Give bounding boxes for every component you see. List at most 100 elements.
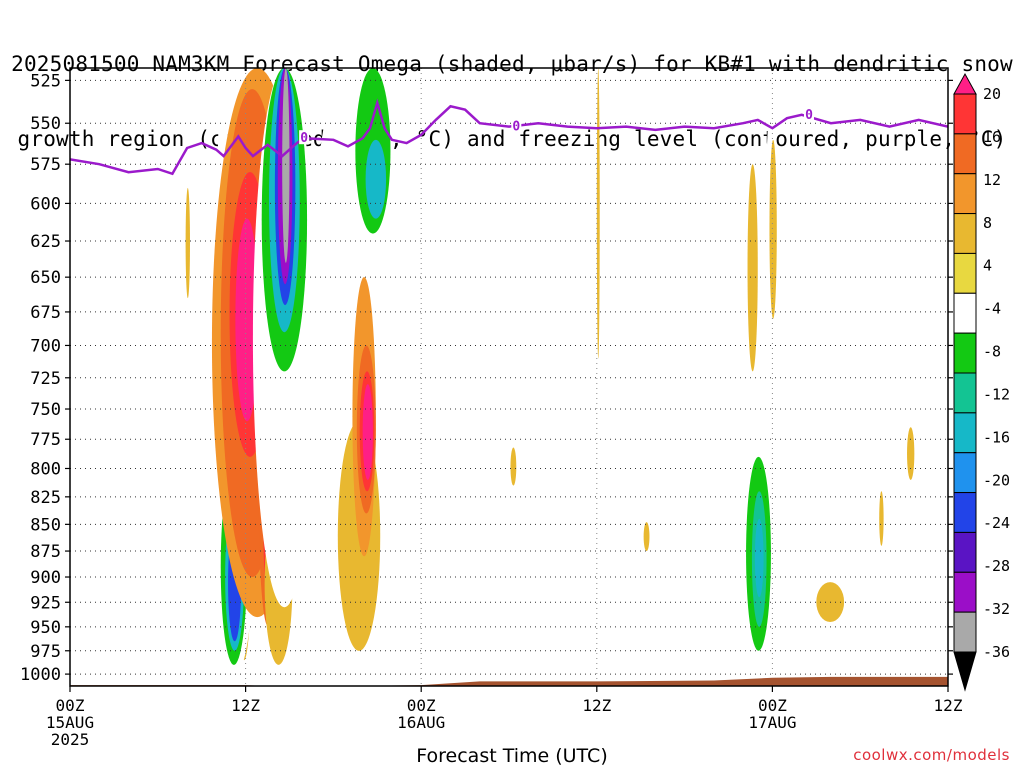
credit-link[interactable]: coolwx.com/models	[853, 746, 1010, 764]
omega-region-38	[580, 507, 593, 632]
colorbar-label: -36	[983, 643, 1010, 661]
colorbar-box	[953, 292, 977, 334]
y-tick-label: 750	[30, 400, 61, 420]
chart-title: 2025081500 NAM3KM Forecast Omega (shaded…	[0, 2, 1024, 177]
x-tick-sublabel: 17AUG	[748, 713, 796, 732]
omega-region-25	[365, 139, 387, 219]
colorbar-box	[953, 571, 977, 613]
colorbar-box	[953, 531, 977, 573]
colorbar-label: 16	[983, 128, 1001, 146]
colorbar-label: -8	[983, 343, 1001, 361]
omega-region-31	[403, 329, 416, 403]
terrain-ground	[70, 676, 948, 686]
y-tick-label: 675	[30, 303, 61, 323]
freezing-level-line	[70, 98, 948, 176]
freezing-label-bg	[299, 130, 310, 145]
colorbar-label: -12	[983, 386, 1010, 404]
x-tick-label: 12Z	[934, 696, 963, 715]
omega-region-39	[643, 522, 650, 552]
omega-region-32	[428, 284, 439, 434]
y-tick-label: 700	[30, 336, 61, 356]
freezing-label-bg	[803, 106, 814, 121]
colorbar-label: -4	[983, 300, 1001, 318]
colorbar-label: -24	[983, 514, 1010, 532]
colorbar-box	[953, 173, 977, 215]
omega-region-45	[747, 164, 758, 372]
y-tick-label: 800	[30, 459, 61, 479]
y-tick-label: 600	[30, 194, 61, 214]
colorbar-box	[953, 213, 977, 254]
x-tick-sublabel: 15AUG	[46, 713, 94, 732]
omega-region-40	[621, 571, 647, 661]
omega-region-51	[907, 427, 915, 480]
y-tick-label: 925	[30, 593, 61, 613]
y-tick-label: 525	[30, 71, 61, 91]
colorbar-box	[953, 372, 977, 414]
x-axis-title: Forecast Time (UTC)	[416, 745, 608, 767]
x-tick-sublabel: 2025	[51, 730, 90, 749]
colorbar-label: -28	[983, 557, 1010, 575]
terrain-fill	[70, 676, 948, 686]
omega-region-36	[516, 345, 530, 546]
x-tick-label: 00Z	[56, 696, 85, 715]
colorbar-bottom-arrow	[953, 651, 977, 692]
y-tick-label: 1000	[20, 665, 61, 685]
omega-region-34	[475, 384, 480, 428]
y-tick-label: 575	[30, 155, 61, 175]
axes	[69, 67, 949, 687]
y-tick-label: 900	[30, 568, 61, 588]
omega-shading	[185, 68, 937, 682]
colorbar-box	[953, 611, 977, 653]
y-tick-label: 875	[30, 542, 61, 562]
colorbar-box	[953, 492, 977, 533]
colorbar-box	[953, 332, 977, 374]
omega-region-33	[428, 529, 436, 622]
colorbar-box	[953, 93, 977, 135]
y-tick-label: 725	[30, 369, 61, 389]
omega-region-49	[879, 491, 884, 546]
omega-region-12	[235, 218, 259, 422]
y-tick-label: 850	[30, 515, 61, 535]
freezing-level-contour: 0 0 0	[70, 98, 948, 176]
x-tick-label: 00Z	[407, 696, 436, 715]
omega-region-47	[769, 139, 777, 319]
colorbar-label: -20	[983, 471, 1010, 489]
x-tick-label: 00Z	[758, 696, 787, 715]
x-tick-sublabel: 16AUG	[397, 713, 445, 732]
freezing-level-label: 0	[512, 120, 520, 135]
freezing-label-bg	[511, 118, 522, 133]
y-axis-ticks: 525 550 575 600 625 650 675 700 725 750 775 800 825 8…	[20, 71, 953, 685]
freezing-level-label: 0	[300, 131, 308, 146]
colorbar-box	[953, 133, 977, 175]
omega-region-30	[362, 384, 373, 480]
colorbar-box	[953, 412, 977, 454]
omega-region-22	[282, 68, 290, 263]
y-tick-label: 650	[30, 268, 61, 288]
y-tick-label: 625	[30, 232, 61, 252]
colorbar-label: 8	[983, 214, 992, 232]
colorbar-label: -32	[983, 600, 1010, 618]
omega-region-52	[926, 345, 937, 440]
colorbar-box	[953, 252, 977, 294]
title-line-1: 2025081500 NAM3KM Forecast Omega (shaded…	[11, 52, 1013, 76]
colorbar-top-arrow	[953, 72, 977, 95]
omega-region-35	[510, 447, 517, 486]
x-tick-label: 12Z	[231, 696, 260, 715]
omega-region-37	[596, 68, 600, 359]
grid-lines	[70, 68, 948, 686]
colorbar-box	[953, 452, 977, 494]
colorbar: 20 16 12 8 4 -4 -8 -12 -16 -20 -24 -28 -32 -36	[953, 72, 1010, 692]
plot-frame	[69, 67, 949, 687]
y-tick-label: 775	[30, 430, 61, 450]
y-tick-label: 550	[30, 114, 61, 134]
freezing-level-label: 0	[805, 108, 813, 123]
colorbar-label: 4	[983, 257, 992, 275]
y-tick-label: 825	[30, 488, 61, 508]
colorbar-label: 12	[983, 171, 1001, 189]
x-tick-label: 12Z	[582, 696, 611, 715]
y-tick-label: 975	[30, 642, 61, 662]
omega-region-44	[754, 518, 764, 598]
omega-region-0	[185, 187, 190, 299]
